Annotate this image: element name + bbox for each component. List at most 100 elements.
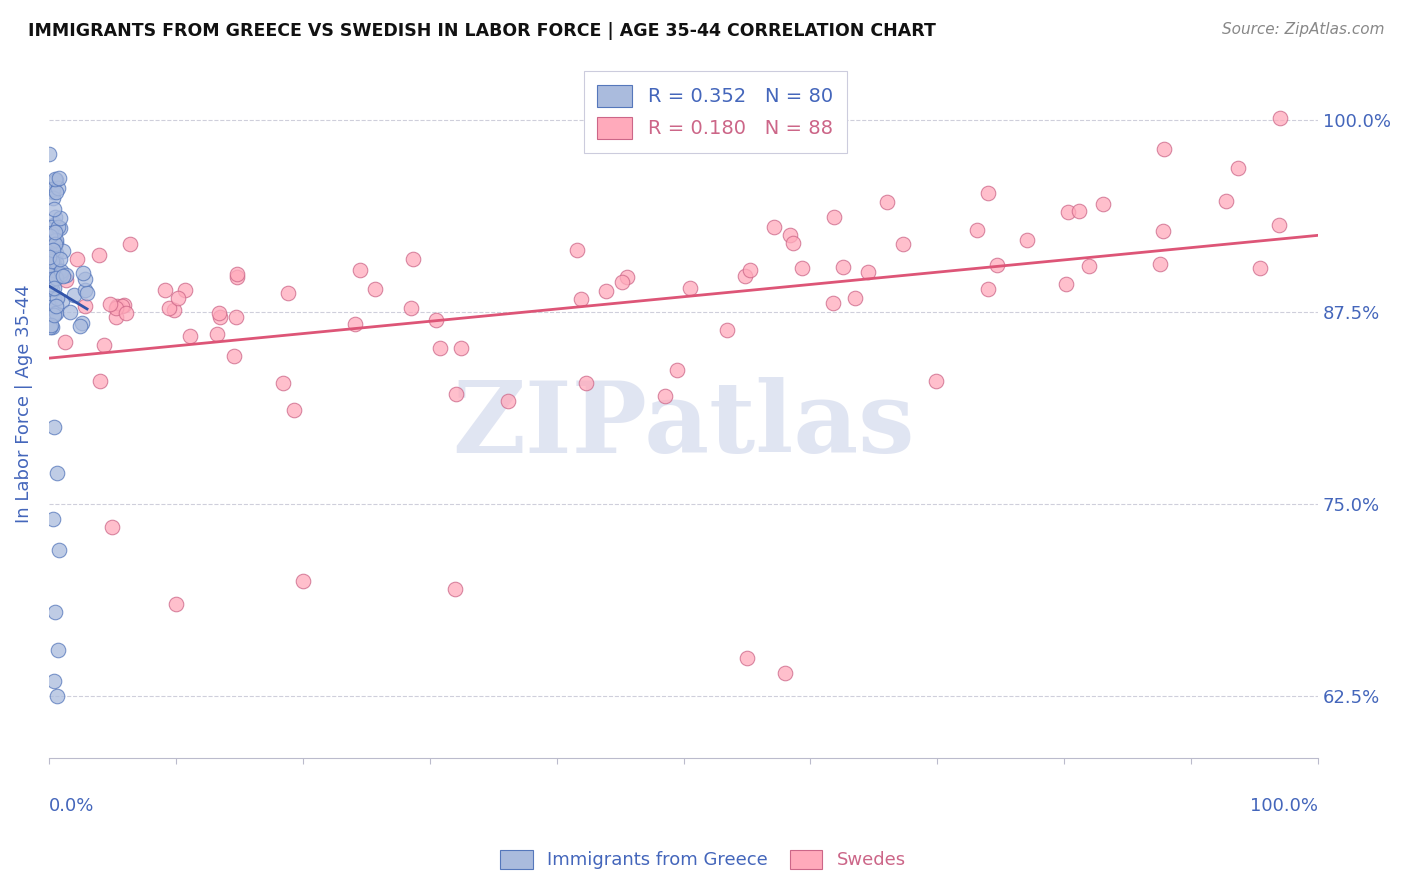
Point bbox=[654, 389, 676, 403]
Point bbox=[46, 643, 69, 657]
Point bbox=[41, 272, 63, 286]
Point bbox=[565, 243, 588, 257]
Point bbox=[98, 297, 121, 311]
Point bbox=[42, 308, 65, 322]
Point bbox=[42, 306, 65, 320]
Point bbox=[575, 376, 598, 391]
Point bbox=[666, 363, 689, 377]
Point bbox=[1067, 204, 1090, 219]
Point bbox=[1267, 218, 1289, 232]
Point bbox=[93, 337, 115, 351]
Point bbox=[44, 605, 66, 619]
Point bbox=[44, 237, 66, 252]
Point bbox=[1249, 260, 1271, 275]
Point bbox=[51, 293, 73, 308]
Point bbox=[155, 283, 177, 297]
Point bbox=[1017, 233, 1039, 247]
Point bbox=[174, 283, 197, 297]
Point bbox=[208, 310, 231, 325]
Point bbox=[343, 317, 366, 331]
Point bbox=[38, 278, 60, 293]
Point bbox=[966, 222, 988, 236]
Point bbox=[277, 286, 299, 301]
Point bbox=[1092, 197, 1115, 211]
Point bbox=[1268, 112, 1291, 126]
Point bbox=[716, 323, 738, 337]
Point bbox=[42, 185, 65, 199]
Point bbox=[44, 210, 66, 224]
Point bbox=[46, 265, 69, 279]
Point bbox=[39, 300, 62, 314]
Point bbox=[46, 291, 69, 305]
Text: 100.0%: 100.0% bbox=[1250, 797, 1319, 814]
Point bbox=[1057, 204, 1080, 219]
Point bbox=[779, 228, 801, 243]
Point bbox=[46, 219, 69, 234]
Point bbox=[44, 217, 66, 231]
Point bbox=[76, 286, 98, 301]
Text: ZIPatlas: ZIPatlas bbox=[453, 377, 915, 474]
Point bbox=[53, 335, 76, 350]
Point bbox=[41, 265, 63, 279]
Point bbox=[46, 180, 69, 194]
Point bbox=[44, 225, 66, 239]
Point bbox=[104, 310, 127, 325]
Point bbox=[1226, 161, 1249, 176]
Point bbox=[1152, 224, 1174, 238]
Point bbox=[41, 232, 63, 246]
Point bbox=[429, 341, 451, 355]
Point bbox=[39, 228, 62, 243]
Point bbox=[48, 211, 70, 226]
Point bbox=[63, 288, 86, 302]
Point bbox=[595, 284, 617, 298]
Point bbox=[1054, 277, 1077, 291]
Point bbox=[69, 319, 91, 334]
Point bbox=[762, 220, 785, 235]
Point bbox=[44, 172, 66, 186]
Point bbox=[45, 299, 67, 313]
Point bbox=[856, 265, 879, 279]
Point bbox=[42, 673, 65, 688]
Point bbox=[977, 186, 1000, 200]
Point bbox=[73, 299, 96, 313]
Point bbox=[792, 261, 814, 276]
Point bbox=[41, 253, 63, 268]
Point bbox=[569, 292, 592, 306]
Point bbox=[399, 301, 422, 315]
Point bbox=[49, 268, 72, 282]
Point bbox=[349, 263, 371, 277]
Point bbox=[52, 244, 75, 258]
Point bbox=[782, 235, 804, 250]
Point bbox=[38, 260, 60, 275]
Point bbox=[44, 260, 66, 274]
Text: 0.0%: 0.0% bbox=[49, 797, 94, 814]
Point bbox=[1078, 260, 1101, 274]
Point bbox=[42, 234, 65, 248]
Point bbox=[498, 394, 520, 409]
Point bbox=[876, 195, 898, 210]
Point bbox=[55, 268, 77, 282]
Point bbox=[444, 387, 467, 401]
Point bbox=[75, 283, 97, 297]
Point bbox=[39, 268, 62, 283]
Point bbox=[42, 273, 65, 287]
Point bbox=[42, 243, 65, 257]
Point bbox=[616, 270, 638, 285]
Point bbox=[42, 292, 65, 306]
Point bbox=[87, 248, 110, 262]
Point bbox=[39, 277, 62, 292]
Point bbox=[42, 264, 65, 278]
Point bbox=[49, 221, 72, 235]
Point bbox=[42, 420, 65, 434]
Point bbox=[226, 267, 249, 281]
Point bbox=[740, 263, 762, 277]
Point bbox=[72, 266, 94, 280]
Point bbox=[1149, 257, 1171, 271]
Point bbox=[165, 597, 187, 611]
Point bbox=[42, 182, 65, 196]
Point bbox=[45, 305, 67, 319]
Point bbox=[39, 252, 62, 266]
Text: IMMIGRANTS FROM GREECE VS SWEDISH IN LABOR FORCE | AGE 35-44 CORRELATION CHART: IMMIGRANTS FROM GREECE VS SWEDISH IN LAB… bbox=[28, 22, 936, 40]
Point bbox=[41, 320, 63, 334]
Point bbox=[45, 235, 67, 250]
